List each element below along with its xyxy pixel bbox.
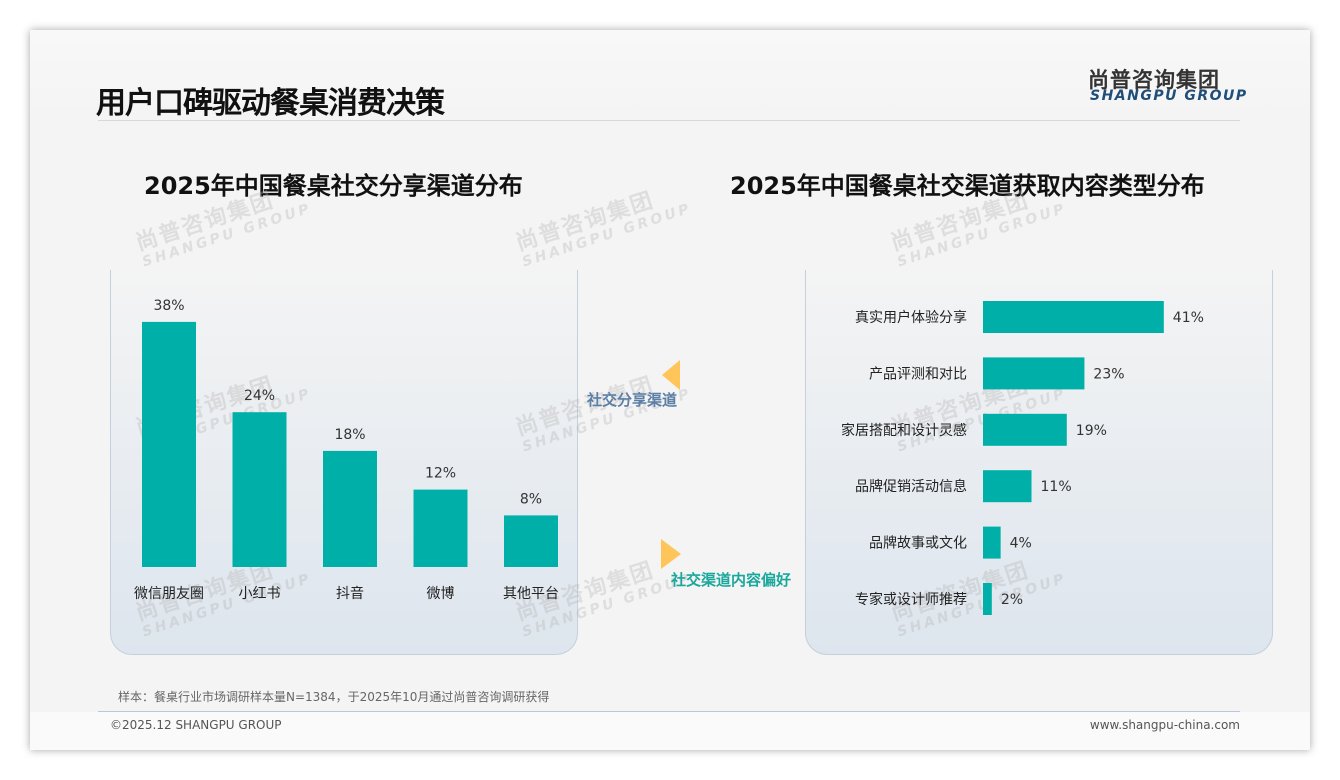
- category-label: 专家或设计师推荐: [855, 591, 967, 608]
- data-label: 12%: [425, 466, 456, 482]
- website-link[interactable]: www.shangpu-china.com: [1089, 718, 1240, 732]
- right-chart-title: 2025年中国餐桌社交渠道获取内容类型分布: [730, 172, 1205, 200]
- bar: [232, 412, 287, 567]
- category-label: 真实用户体验分享: [855, 309, 967, 326]
- footer: [30, 712, 1310, 750]
- category-label: 产品评测和对比: [869, 366, 967, 382]
- data-label: 2%: [1001, 592, 1023, 608]
- bar: [504, 515, 558, 567]
- category-label: 小红书: [239, 586, 281, 602]
- bar: [983, 413, 1067, 446]
- arrow-left-icon: [662, 360, 680, 390]
- data-label: 11%: [1041, 479, 1072, 495]
- right-chart-panel: [805, 270, 1273, 655]
- category-label: 家居搭配和设计灵感: [841, 422, 967, 439]
- arrow-right-icon: [661, 539, 681, 569]
- divider: [98, 120, 1240, 121]
- category-label: 其他平台: [503, 586, 559, 602]
- category-label: 微信朋友圈: [134, 586, 204, 602]
- category-label: 微博: [427, 585, 455, 602]
- right-arrow-label: 社交渠道内容偏好: [671, 571, 792, 589]
- bar: [983, 470, 1032, 503]
- data-label: 41%: [1173, 310, 1204, 326]
- data-label: 8%: [520, 491, 542, 507]
- charts-svg: 38% 微信朋友圈 24% 小红书 18% 抖音 12% 微博 8% 其他平台 41% 真实用户体验分…: [134, 298, 1204, 615]
- data-label: 38%: [153, 298, 184, 314]
- logo-cn: 尚普咨询集团: [1088, 68, 1220, 92]
- copyright: ©2025.12 SHANGPU GROUP: [110, 718, 282, 732]
- left-arrow-label: 社交分享渠道: [587, 391, 678, 409]
- page-title: 用户口碑驱动餐桌消费决策: [96, 86, 445, 121]
- bar: [142, 321, 196, 567]
- data-label: 4%: [1010, 536, 1032, 552]
- footer-divider: [98, 711, 1240, 712]
- category-label: 品牌故事或文化: [869, 535, 967, 552]
- category-label: 品牌促销活动信息: [855, 478, 967, 495]
- header: [30, 30, 1310, 120]
- sample-note: 样本：餐桌行业市场调研样本量N=1384，于2025年10月通过尚普咨询调研获得: [118, 690, 550, 704]
- slide: 用户口碑驱动餐桌消费决策 尚普咨询集团 SHANGPU GROUP 2025年中…: [30, 30, 1310, 750]
- bar: [983, 583, 992, 615]
- data-label: 24%: [244, 388, 275, 404]
- bar: [323, 450, 377, 567]
- bar: [413, 489, 468, 567]
- bar: [983, 301, 1164, 333]
- left-chart-title: 2025年中国餐桌社交分享渠道分布: [144, 172, 523, 200]
- data-label: 23%: [1093, 366, 1124, 382]
- data-label: 19%: [1076, 423, 1107, 439]
- logo-en: SHANGPU GROUP: [1090, 88, 1248, 104]
- category-label: 抖音: [336, 585, 364, 602]
- data-label: 18%: [334, 427, 365, 443]
- bar: [983, 526, 1001, 559]
- bar: [983, 357, 1085, 390]
